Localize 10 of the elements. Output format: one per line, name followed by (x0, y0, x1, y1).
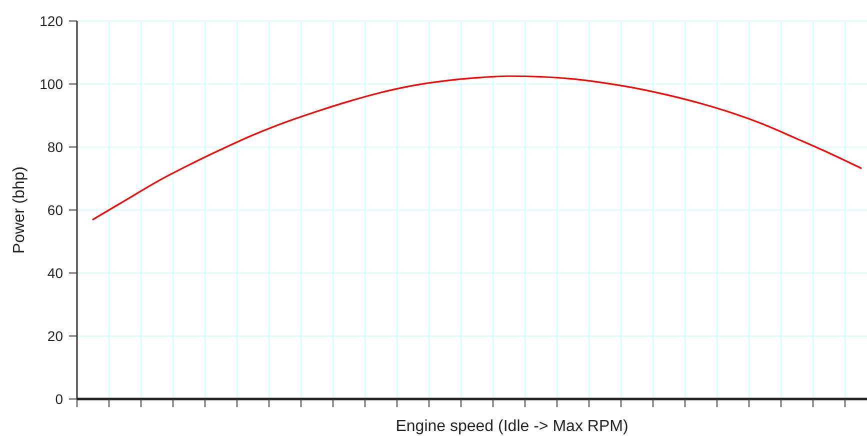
x-axis-title: Engine speed (Idle -> Max RPM) (396, 418, 628, 435)
line-series (92, 75, 862, 220)
y-tick-label: 0 (55, 390, 64, 407)
y-tick-label: 80 (47, 138, 64, 155)
y-axis-title: Power (bhp) (11, 166, 28, 254)
y-tick-label: 100 (40, 76, 64, 92)
y-tick-label: 40 (47, 264, 64, 281)
y-tick-label: 120 (40, 12, 64, 29)
y-tick-label: 20 (47, 328, 64, 344)
y-tick-label: 60 (47, 202, 64, 218)
